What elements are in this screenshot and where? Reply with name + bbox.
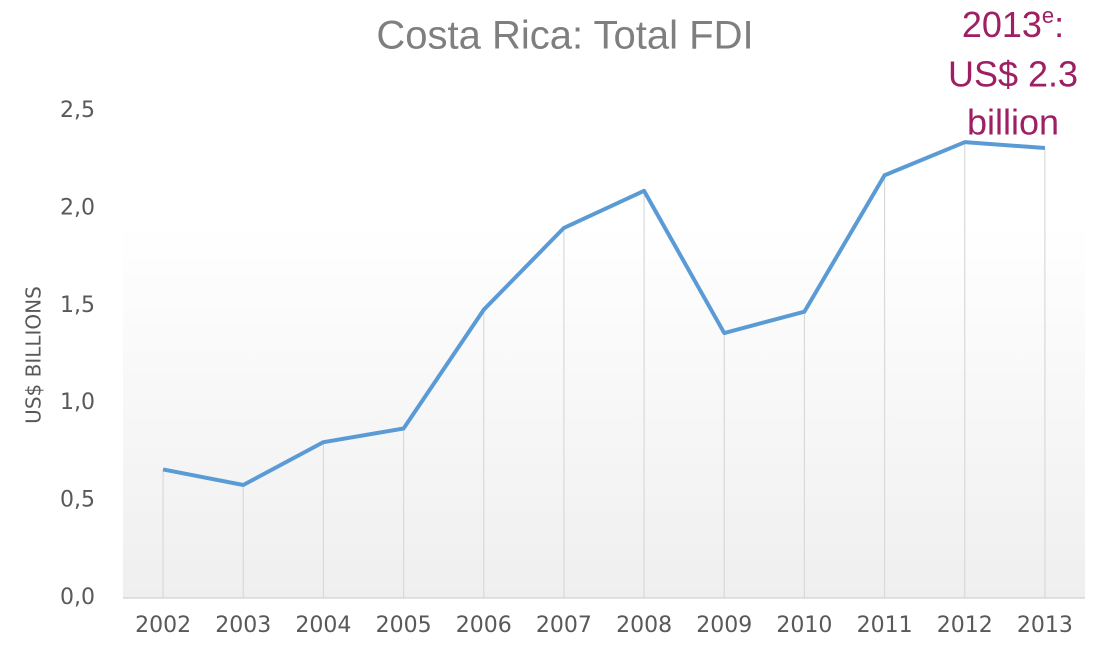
annotation-line: 2013e:: [962, 3, 1064, 45]
x-tick-label: 2005: [376, 613, 432, 638]
y-tick-label: 2,5: [60, 98, 95, 123]
annotation-superscript: e: [1042, 3, 1054, 28]
y-tick-label: 0,0: [60, 585, 95, 610]
plot-background: [123, 222, 1085, 598]
series-line: [162, 140, 1046, 488]
annotation-line: US$ 2.3: [948, 54, 1078, 95]
y-tick-label: 1,5: [60, 293, 95, 318]
x-tick-label: 2004: [295, 613, 351, 638]
x-tick-label: 2006: [456, 613, 512, 638]
y-axis-label: US$ BILLIONS: [22, 286, 46, 424]
x-tick-label: 2009: [696, 613, 752, 638]
x-tick-label: 2012: [937, 613, 993, 638]
y-tick-label: 0,5: [60, 488, 95, 513]
x-tick-label: 2003: [215, 613, 271, 638]
x-tick-label: 2007: [536, 613, 592, 638]
x-tick-label: 2008: [616, 613, 672, 638]
x-tick-label: 2010: [776, 613, 832, 638]
annotation-year: 2013: [962, 4, 1042, 45]
x-tick-label: 2002: [135, 613, 191, 638]
annotation: 2013e: US$ 2.3 billion: [948, 3, 1078, 143]
annotation-colon: :: [1054, 4, 1064, 45]
x-tick-label: 2011: [857, 613, 913, 638]
annotation-line: billion: [967, 102, 1059, 143]
y-tick-label: 2,0: [60, 195, 95, 220]
chart-title: Costa Rica: Total FDI: [376, 14, 753, 58]
y-tick-label: 1,0: [60, 390, 95, 415]
x-tick-label: 2013: [1017, 613, 1073, 638]
